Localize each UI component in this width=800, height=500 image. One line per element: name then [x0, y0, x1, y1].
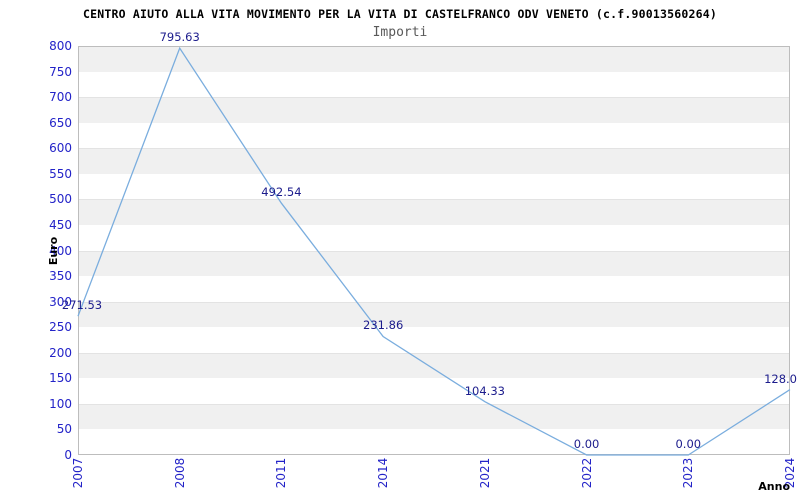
y-tick-label: 350	[49, 269, 72, 284]
x-tick-label: 2021	[477, 457, 492, 489]
y-tick-label: 450	[49, 217, 72, 232]
point-label: 104.33	[464, 383, 505, 398]
y-tick-label: 650	[49, 115, 72, 130]
y-tick-label: 300	[49, 294, 72, 309]
x-tick-label: 2023	[681, 457, 696, 489]
point-label: 0.00	[573, 437, 600, 451]
grid-band	[79, 327, 789, 354]
grid-band	[79, 403, 789, 431]
point-label: 795.63	[159, 30, 200, 45]
grid-band	[79, 276, 789, 303]
point-label: 271.53	[61, 298, 103, 313]
grid-band	[79, 122, 789, 150]
point-label: 0.00	[675, 437, 702, 451]
grid-band	[79, 378, 789, 405]
grid-band	[79, 97, 789, 124]
y-tick-label: 0	[64, 448, 72, 462]
grid-band	[79, 352, 789, 380]
chart-title: CENTRO AIUTO ALLA VITA MOVIMENTO PER LA …	[83, 7, 717, 21]
grid-band	[79, 250, 789, 278]
y-tick-label: 250	[49, 320, 72, 335]
y-tick-label: 800	[49, 39, 72, 53]
x-tick-label: 2007	[71, 457, 85, 489]
y-tick-label: 100	[49, 396, 72, 411]
y-tick-label: 50	[56, 422, 72, 437]
y-tick-label: 750	[49, 64, 72, 79]
y-tick-label: 700	[49, 90, 72, 105]
y-tick-label: 550	[49, 166, 72, 181]
y-tick-label: 200	[49, 345, 72, 360]
y-tick-label: 500	[49, 192, 72, 207]
x-tick-label: 2022	[579, 457, 594, 489]
grid-band	[79, 199, 789, 226]
point-label: 231.86	[363, 318, 404, 333]
x-tick-label: 2011	[274, 457, 289, 489]
x-tick-label: 2008	[172, 457, 187, 489]
grid-band	[79, 301, 789, 329]
y-tick-label: 150	[49, 371, 72, 386]
grid-band	[79, 224, 789, 252]
grid-band	[79, 71, 789, 99]
grid-band	[79, 148, 789, 175]
point-label: 128.0	[764, 371, 797, 386]
y-axis-title: Euro	[47, 236, 60, 266]
plot-area	[78, 46, 790, 455]
point-label: 492.54	[261, 185, 302, 200]
x-axis-title: Anno	[758, 480, 790, 493]
y-tick-label: 600	[49, 141, 72, 156]
x-tick-label: 2014	[376, 457, 391, 489]
chart-subtitle: Importi	[372, 25, 428, 40]
grid-band	[79, 173, 789, 201]
y-tick-label: 400	[49, 243, 72, 258]
grid-band	[79, 47, 789, 73]
